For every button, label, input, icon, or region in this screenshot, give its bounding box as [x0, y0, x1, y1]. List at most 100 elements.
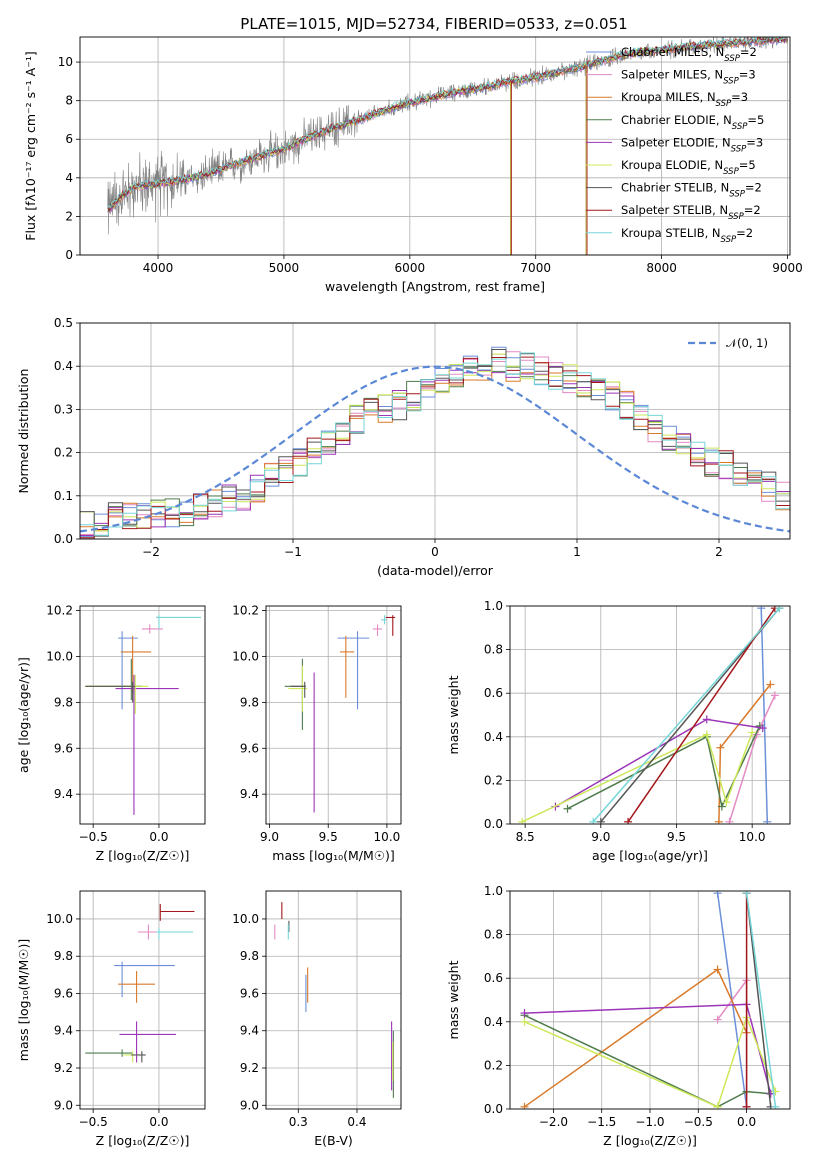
y-tick-label: 10	[58, 55, 73, 69]
y-tick-label: 0.8	[484, 928, 503, 942]
errorbar-point	[85, 681, 136, 703]
x-tick-label: 0.3	[289, 1115, 308, 1129]
x-tick-label: 8.5	[516, 830, 535, 844]
mass-weight-marker	[766, 680, 775, 689]
y-tick-label: 9.6	[54, 986, 73, 1000]
legend-entry: Chabrier STELIB, NSSP=2	[621, 181, 762, 200]
mass-weight-marker	[748, 728, 757, 737]
errorbar-point	[156, 928, 194, 940]
y-tick-label: 10.0	[232, 912, 259, 926]
mass-weight-marker	[520, 1017, 529, 1026]
x-tick-label: 5000	[269, 261, 300, 275]
y-tick-label: 0	[65, 248, 73, 262]
x-tick-label: 7000	[520, 261, 551, 275]
axes-age_mass: 9.0 9.5 10.0 9.4 9.6 9.8 10.0 10.2 mass [log₁₀(M…	[232, 604, 402, 863]
errorbar-point	[159, 904, 195, 921]
axes-mw_age: 8.5 9.0 9.5 10.0 0.0 0.2 0.4 0.6 0.8 1.0 age [log₁…	[446, 599, 791, 863]
legend-entry: 𝒩(0, 1)	[726, 336, 768, 350]
grid-mw_age	[510, 605, 790, 825]
x-tick-label: 0	[431, 545, 439, 559]
x-tick-label: 0.4	[347, 1115, 366, 1129]
mass-weight-line	[592, 607, 780, 823]
mass-weight-marker	[713, 965, 722, 974]
legend-entry: Salpeter STELIB, NSSP=2	[621, 203, 761, 222]
y-tick-label: 0.0	[484, 817, 503, 831]
y-tick-label: 10.0	[46, 649, 73, 663]
legend-entry: Kroupa MILES, NSSP=3	[621, 90, 748, 109]
y-tick-label: 0.0	[54, 532, 73, 546]
y-tick-label: 10.0	[232, 649, 259, 663]
mass-weight-marker	[713, 1102, 722, 1109]
mass-weight-line	[745, 893, 777, 1107]
plot-area-mw_age	[518, 606, 784, 824]
grid-residuals	[80, 322, 790, 540]
axes-frame	[265, 605, 402, 825]
y-tick-label: 9.4	[240, 787, 259, 801]
x-tick-label: 9.5	[667, 830, 686, 844]
x-tick-label: −2.0	[539, 1115, 568, 1129]
y-tick-label: 9.6	[240, 741, 259, 755]
errorbar-point	[119, 1021, 177, 1063]
y-tick-label: 4	[65, 171, 73, 185]
mass-weight-marker	[713, 1015, 722, 1024]
x-tick-label: 0.0	[149, 1115, 168, 1129]
y-tick-label: 9.0	[240, 1098, 259, 1112]
errorbar-point	[339, 635, 355, 698]
legend-entry: Kroupa STELIB, NSSP=2	[621, 226, 753, 245]
errorbar-point	[288, 665, 308, 712]
mass-weight-marker	[702, 730, 711, 739]
plot-area-mass_ebv	[274, 902, 394, 1098]
x-tick-label: −1.0	[635, 1115, 664, 1129]
y-tick-label: 9.8	[240, 695, 259, 709]
y-axis-label: Flux [fλ10⁻¹⁷ erg cm⁻² s⁻¹ A⁻¹]	[23, 51, 38, 240]
x-axis-label: Z [log₁₀(Z/Z☉)]	[96, 1133, 190, 1148]
x-axis-label: wavelength [Angstrom, rest frame]	[325, 279, 545, 294]
legend-entry: Salpeter ELODIE, NSSP=3	[621, 135, 763, 154]
mass-weight-line	[567, 725, 761, 810]
axes-mass_Z: −0.5 0.0 9.0 9.2 9.4 9.6 9.8 10.0 Z [log₁₀(Z/Z☉)…	[16, 890, 206, 1148]
y-tick-label: 2	[65, 209, 73, 223]
x-tick-label: 9000	[772, 261, 803, 275]
y-tick-label: 9.6	[240, 986, 259, 1000]
grid-mass_Z	[80, 891, 205, 1109]
axes-age_Z: −0.5 0.0 9.4 9.6 9.8 10.0 10.2 Z [log₁₀(Z/Z☉)] a…	[16, 604, 206, 863]
y-tick-label: 9.4	[54, 1024, 73, 1038]
grid-age_Z	[80, 606, 205, 824]
axes-frame	[79, 36, 791, 256]
errorbar-point	[115, 674, 179, 815]
y-tick-label: 0.4	[484, 730, 503, 744]
mass-weight-marker	[763, 817, 772, 824]
errorbar-point	[290, 681, 306, 698]
x-tick-label: −0.5	[79, 1115, 108, 1129]
mass-weight-line	[627, 607, 776, 823]
y-tick-label: 9.4	[54, 787, 73, 801]
mass-weight-marker	[563, 804, 572, 813]
plot-area-age_mass	[284, 615, 396, 813]
errorbar-point	[120, 635, 152, 694]
errorbar-point	[131, 1051, 146, 1063]
model-spectrum	[107, 37, 788, 211]
y-axis-label: mass [log₁₀(M/M☉)]	[16, 939, 31, 1061]
y-tick-label: 0.2	[484, 1058, 503, 1072]
y-tick-label: 9.2	[240, 1061, 259, 1075]
errorbar-point	[85, 1049, 133, 1057]
y-tick-label: 9.4	[240, 1024, 259, 1038]
axes-frame	[265, 890, 402, 1110]
x-axis-label: mass [log₁₀(M/M☉)]	[272, 848, 394, 863]
mass-weight-line	[524, 1015, 777, 1108]
y-tick-label: 1.0	[484, 884, 503, 898]
mass-weight-marker	[596, 817, 605, 824]
mass-weight-marker	[624, 817, 633, 824]
y-tick-label: 9.0	[54, 1098, 73, 1112]
x-tick-label: 9.0	[591, 830, 610, 844]
x-tick-label: 9.0	[260, 830, 279, 844]
x-axis-label: Z [log₁₀(Z/Z☉)]	[96, 848, 190, 863]
mass-weight-marker	[589, 817, 598, 824]
legend-entry: Salpeter MILES, NSSP=3	[621, 68, 756, 87]
errorbar-point	[114, 961, 175, 998]
axes-spectrum: 4000 5000 6000 7000 8000 9000 0 2 4 6 8 10 wavelengt…	[23, 36, 803, 294]
mass-weight-line	[524, 1014, 771, 1108]
mass-weight-marker	[702, 715, 711, 724]
mass-weight-line	[745, 893, 772, 1107]
